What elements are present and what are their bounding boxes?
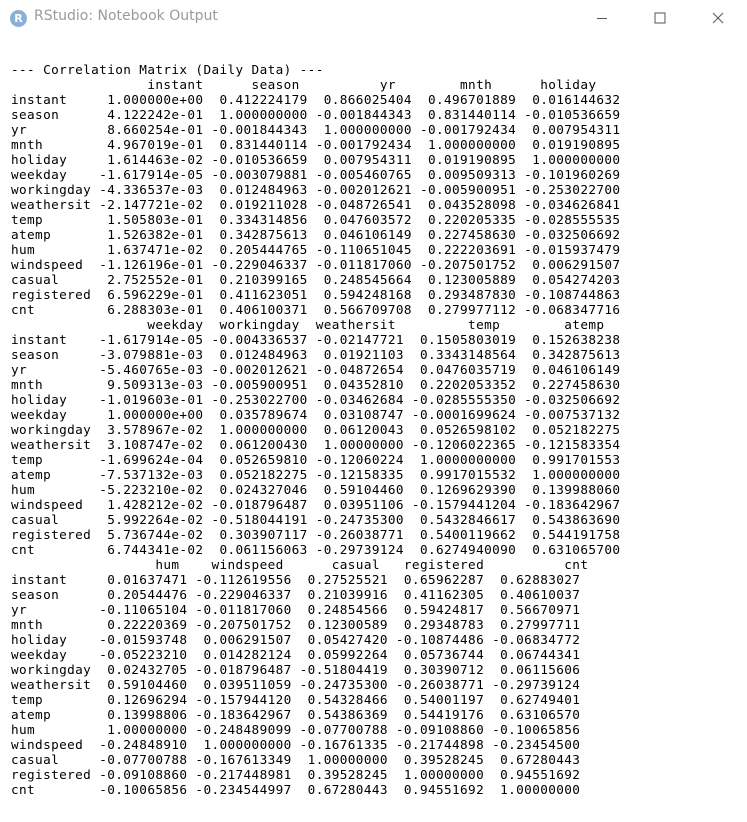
table-row: holiday -1.019603e-01 -0.253022700 -0.03… (11, 392, 621, 407)
maximize-icon (654, 12, 666, 24)
table-row: hum 1.637471e-02 0.205444765 -0.11065104… (11, 242, 621, 257)
minimize-button[interactable] (573, 0, 631, 36)
table-row: mnth 0.22220369 -0.207501752 0.12300589 … (11, 617, 581, 632)
table-row: holiday -0.01593748 0.006291507 0.054274… (11, 632, 581, 647)
table-row: registered 5.736744e-02 0.303907117 -0.2… (11, 527, 621, 542)
table-row: atemp -7.537132e-03 0.052182275 -0.12158… (11, 467, 621, 482)
table-row: registered 6.596229e-01 0.411623051 0.59… (11, 287, 621, 302)
maximize-button[interactable] (631, 0, 689, 36)
close-icon (712, 12, 724, 24)
block-2-header: weekday workingday weathersit temp atemp (11, 317, 605, 332)
rstudio-logo-icon: R (10, 10, 27, 27)
table-row: registered -0.09108860 -0.217448981 0.39… (11, 767, 581, 782)
table-row: workingday -4.336537e-03 0.012484963 -0.… (11, 182, 621, 197)
table-row: mnth 9.509313e-03 -0.005900951 0.0435281… (11, 377, 621, 392)
table-row: cnt 6.288303e-01 0.406100371 0.566709708… (11, 302, 621, 317)
window-title: RStudio: Notebook Output (34, 8, 218, 24)
table-row: weekday -1.617914e-05 -0.003079881 -0.00… (11, 167, 621, 182)
table-row: workingday 3.578967e-02 1.000000000 0.06… (11, 422, 621, 437)
window-controls (573, 0, 747, 36)
table-row: temp -1.699624e-04 0.052659810 -0.120602… (11, 452, 621, 467)
table-row: casual 2.752552e-01 0.210399165 0.248545… (11, 272, 621, 287)
table-row: temp 0.12696294 -0.157944120 0.54328466 … (11, 692, 581, 707)
table-row: yr 8.660254e-01 -0.001844343 1.000000000… (11, 122, 621, 137)
table-row: windspeed 1.428212e-02 -0.018796487 0.03… (11, 497, 621, 512)
table-row: cnt 6.744341e-02 0.061156063 -0.29739124… (11, 542, 621, 557)
block-1-header: instant season yr mnth holiday (11, 77, 597, 92)
table-row: weekday 1.000000e+00 0.035789674 0.03108… (11, 407, 621, 422)
table-row: windspeed -0.24848910 1.000000000 -0.167… (11, 737, 581, 752)
minimize-icon (597, 18, 607, 19)
table-row: workingday 0.02432705 -0.018796487 -0.51… (11, 662, 581, 677)
table-row: weekday -0.05223210 0.014282124 0.059922… (11, 647, 581, 662)
table-row: season -3.079881e-03 0.012484963 0.01921… (11, 347, 621, 362)
table-row: cnt -0.10065856 -0.234544997 0.67280443 … (11, 782, 581, 797)
table-row: weathersit -2.147721e-02 0.019211028 -0.… (11, 197, 621, 212)
table-row: instant -1.617914e-05 -0.004336537 -0.02… (11, 332, 621, 347)
table-row: season 4.122242e-01 1.000000000 -0.00184… (11, 107, 621, 122)
table-row: casual 5.992264e-02 -0.518044191 -0.2473… (11, 512, 621, 527)
table-row: weathersit 0.59104460 0.039511059 -0.247… (11, 677, 581, 692)
table-row: hum -5.223210e-02 0.024327046 0.59104460… (11, 482, 621, 497)
table-row: mnth 4.967019e-01 0.831440114 -0.0017924… (11, 137, 621, 152)
table-row: yr -0.11065104 -0.011817060 0.24854566 0… (11, 602, 581, 617)
table-row: holiday 1.614463e-02 -0.010536659 0.0079… (11, 152, 621, 167)
console-output: --- Correlation Matrix (Daily Data) --- … (11, 62, 620, 797)
table-row: atemp 1.526382e-01 0.342875613 0.0461061… (11, 227, 621, 242)
table-row: hum 1.00000000 -0.248489099 -0.07700788 … (11, 722, 581, 737)
table-row: casual -0.07700788 -0.167613349 1.000000… (11, 752, 581, 767)
output-heading: --- Correlation Matrix (Daily Data) --- (11, 62, 324, 77)
table-row: yr -5.460765e-03 -0.002012621 -0.0487265… (11, 362, 621, 377)
table-row: instant 0.01637471 -0.112619556 0.275255… (11, 572, 581, 587)
table-row: weathersit 3.108747e-02 0.061200430 1.00… (11, 437, 621, 452)
table-row: instant 1.000000e+00 0.412224179 0.86602… (11, 92, 621, 107)
table-row: windspeed -1.126196e-01 -0.229046337 -0.… (11, 257, 621, 272)
close-button[interactable] (689, 0, 747, 36)
table-row: season 0.20544476 -0.229046337 0.2103991… (11, 587, 581, 602)
block-3-header: hum windspeed casual registered cnt (11, 557, 589, 572)
title-bar: R RStudio: Notebook Output (0, 0, 747, 36)
table-row: temp 1.505803e-01 0.334314856 0.04760357… (11, 212, 621, 227)
table-row: atemp 0.13998806 -0.183642967 0.54386369… (11, 707, 581, 722)
